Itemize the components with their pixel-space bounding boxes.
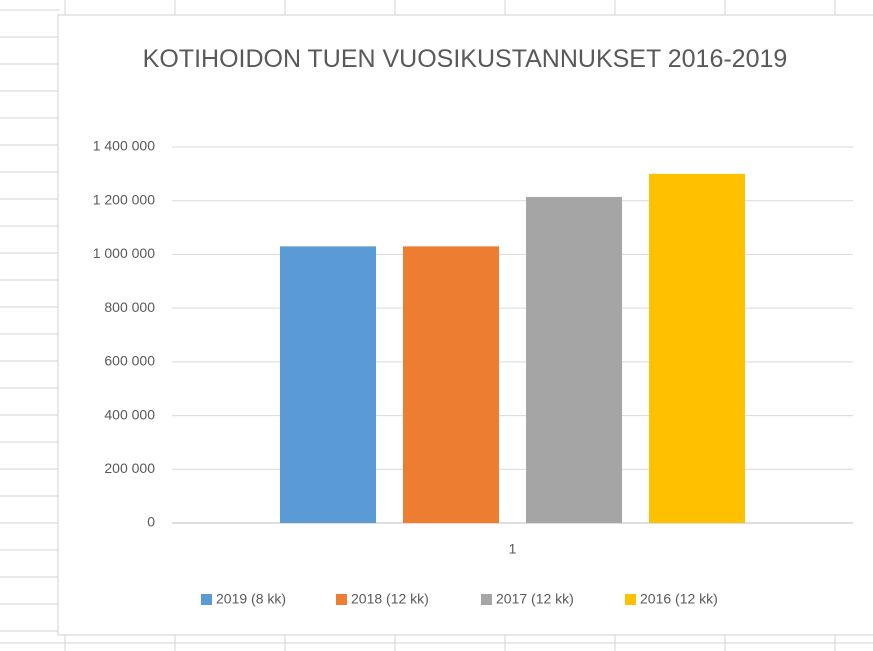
bar	[649, 173, 745, 523]
plot: 0 200 000 400 000 600 000 800 000 1 000 000 1 …	[93, 138, 853, 607]
legend-swatch	[336, 594, 347, 605]
y-tick-label: 0	[147, 514, 155, 530]
bar	[526, 196, 622, 523]
y-tick-label: 1 200 000	[93, 191, 155, 207]
legend-label: 2016 (12 kk)	[640, 591, 718, 607]
bar	[280, 246, 376, 523]
y-tick-label: 1 000 000	[93, 245, 155, 261]
bar	[403, 246, 499, 523]
y-tick-label: 800 000	[104, 299, 155, 315]
y-tick-label: 200 000	[104, 460, 155, 476]
legend-label: 2019 (8 kk)	[216, 591, 286, 607]
y-tick-label: 1 400 000	[93, 138, 155, 154]
y-tick-label: 600 000	[104, 353, 155, 369]
x-tick-label: 1	[509, 541, 517, 557]
legend-swatch	[625, 594, 636, 605]
legend-swatch	[481, 594, 492, 605]
chart-title: KOTIHOIDON TUEN VUOSIKUSTANNUKSET 2016-2…	[142, 45, 788, 73]
y-tick-label: 400 000	[104, 406, 155, 422]
legend-label: 2018 (12 kk)	[351, 591, 429, 607]
legend-label: 2017 (12 kk)	[496, 591, 574, 607]
legend-swatch	[201, 594, 212, 605]
